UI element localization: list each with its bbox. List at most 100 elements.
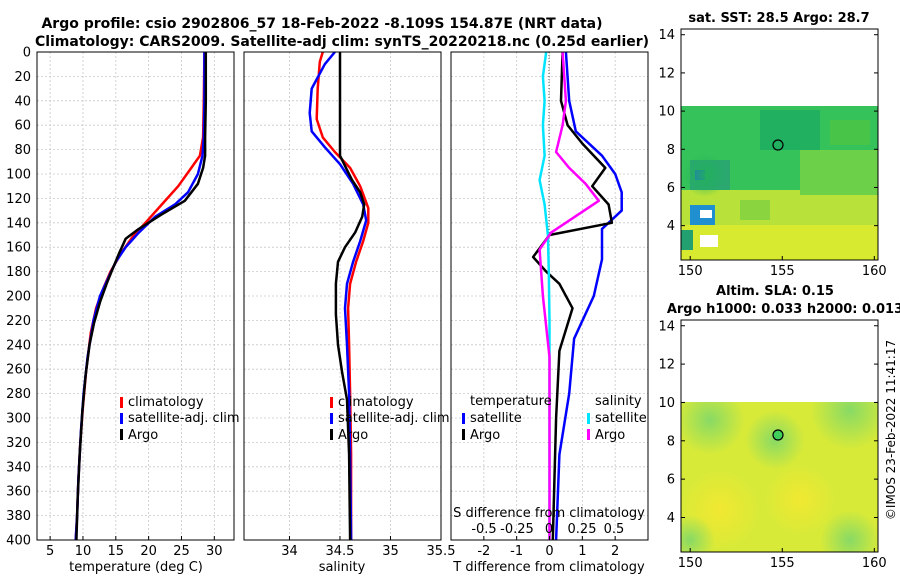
depth-label-1: 20 [14,70,31,85]
s-tick-2: -0.25 [500,522,534,537]
salinity-tick-labels: 34 34.5 35 35.5 [281,536,455,559]
sla-field [681,402,878,552]
depth-label-12: 240 [6,338,31,353]
depth-label-8: 160 [6,241,31,256]
timestamp: ©IMOS 23-Feb-2022 11:41:17 [884,340,898,520]
difference-lines [531,52,623,540]
s-tick-3: 0 [545,522,553,537]
temperature-tick-labels: 5 10 15 20 25 30 [46,536,223,559]
t-difference-tick-labels: -2 -1 0 1 2 [477,536,619,559]
depth-label-9: 180 [6,265,31,280]
xtick-label-salinity-3: 35.5 [427,544,456,559]
xtick-label-salinity-1: 34.5 [325,544,354,559]
title-line-2: Climatology: CARS2009. Satellite-adj cli… [35,34,649,50]
depth-label-0: 0 [23,46,31,61]
map-ylabel-4-4: 12 [658,358,675,373]
depth-label-17: 340 [6,460,31,475]
temperature-axis-label: temperature (deg C) [69,560,203,575]
sla-map-title-2: Argo h1000: 0.033 h2000: 0.013 [667,302,900,317]
sla-lat-ticks: 4 6 8 10 12 14 [658,319,878,526]
s-tick-5: 0.5 [604,522,625,537]
series-differences-s-satellite [538,52,551,540]
legend-argo-2: Argo [338,428,368,443]
temperature-lines [74,52,208,540]
legend-climatology-2: climatology [338,395,414,410]
legend-satellite-2: satellite-adj. clim [338,411,450,426]
xtick-label-differences-4: 2 [611,544,619,559]
legend-s-argo: Argo [595,428,625,443]
xtick-label-temperature-1: 10 [75,544,92,559]
map-ylabel-4-2: 8 [667,434,675,449]
legend-t-satellite: satellite [470,411,522,426]
depth-label-19: 380 [6,509,31,524]
depth-label-4: 80 [14,143,31,158]
xtick-label-temperature-2: 15 [108,544,125,559]
s-difference-tick-labels: -0.5 -0.25 0 0.25 0.5 [471,522,624,537]
map-ylabel-3-3: 10 [658,105,675,120]
map-ylabel-3-2: 8 [667,143,675,158]
legend-s-satellite: satellite [595,411,647,426]
sst-map: sat. SST: 28.5 Argo: 28.7 4 6 8 10 12 14 150 1… [658,11,886,279]
map-ylabel-3-1: 6 [667,181,675,196]
map-xlabel-3-1: 155 [770,264,795,279]
map-xlabel-4-0: 150 [678,556,703,571]
salinity-axis-label: salinity [319,560,366,575]
s-difference-axis-label: S difference from climatology [453,506,645,521]
temperature-legend: climatology satellite-adj. clim Argo [120,395,240,443]
temperature-panel: 0 20 40 60 80 100 120 140 160 180 200 220 240 260 280 3… [6,46,239,576]
xtick-label-differences-0: -2 [477,544,490,559]
xtick-label-temperature-0: 5 [46,544,54,559]
depth-label-2: 40 [14,94,31,109]
difference-panel: -2 -1 0 1 2 T difference from climatology S … [450,51,649,575]
sst-lat-ticks: 4 6 8 10 12 14 [658,28,878,234]
map-ylabel-4-3: 10 [658,396,675,411]
map-ylabel-3-0: 4 [667,219,675,234]
sst-field [681,106,878,260]
salinity-legend: climatology satellite-adj. clim Argo [330,395,450,443]
depth-label-14: 280 [6,387,31,402]
depth-label-7: 140 [6,216,31,231]
depth-label-13: 260 [6,363,31,378]
xtick-label-differences-3: 1 [578,544,586,559]
title-line-1: Argo profile: csio 2902806_57 18-Feb-202… [41,16,602,32]
legend-satellite: satellite-adj. clim [128,411,240,426]
map-ylabel-4-5: 14 [658,319,675,334]
map-xlabel-4-1: 155 [770,556,795,571]
map-ylabel-3-5: 14 [658,28,675,43]
sla-argo-marker [772,429,784,441]
salinity-lines [308,52,370,540]
series-salinity-climatology [315,52,370,540]
depth-label-16: 320 [6,436,31,451]
xtick-label-temperature-3: 20 [140,544,157,559]
series-differences-s-argo [538,52,601,540]
sst-lon-ticks: 150 155 160 [678,256,887,279]
s-tick-4: 0.25 [568,522,597,537]
series-salinity-satellite-adj-clim [308,52,368,540]
legend-t-argo: Argo [470,428,500,443]
depth-label-18: 360 [6,485,31,500]
series-differences-t-argo [531,52,614,540]
depth-tick-labels: 0 20 40 60 80 100 120 140 160 180 200 220 240 260 280 3… [6,46,31,549]
sst-map-title: sat. SST: 28.5 Argo: 28.7 [688,11,869,26]
depth-label-3: 60 [14,119,31,134]
depth-label-11: 220 [6,314,31,329]
t-difference-axis-label: T difference from climatology [452,560,645,575]
sla-map-title-1: Altim. SLA: 0.15 [716,284,834,299]
map-ylabel-3-4: 12 [658,66,675,81]
sst-argo-marker [772,139,784,151]
xtick-label-salinity-2: 35 [382,544,399,559]
difference-legend: temperature satellite Argo salinity sate… [462,394,647,443]
map-ylabel-4-1: 6 [667,473,675,488]
sla-map: Altim. SLA: 0.15 Argo h1000: 0.033 h2000… [658,284,900,571]
depth-label-20: 400 [6,534,31,549]
legend-temperature-header: temperature [470,394,552,409]
depth-label-6: 120 [6,192,31,207]
xtick-label-salinity-0: 34 [281,544,298,559]
map-ylabel-4-0: 4 [667,511,675,526]
map-xlabel-4-2: 160 [862,556,887,571]
xtick-label-temperature-4: 25 [173,544,190,559]
s-tick-1: -0.5 [471,522,496,537]
xtick-label-temperature-5: 30 [206,544,223,559]
temperature-grid [37,51,234,541]
